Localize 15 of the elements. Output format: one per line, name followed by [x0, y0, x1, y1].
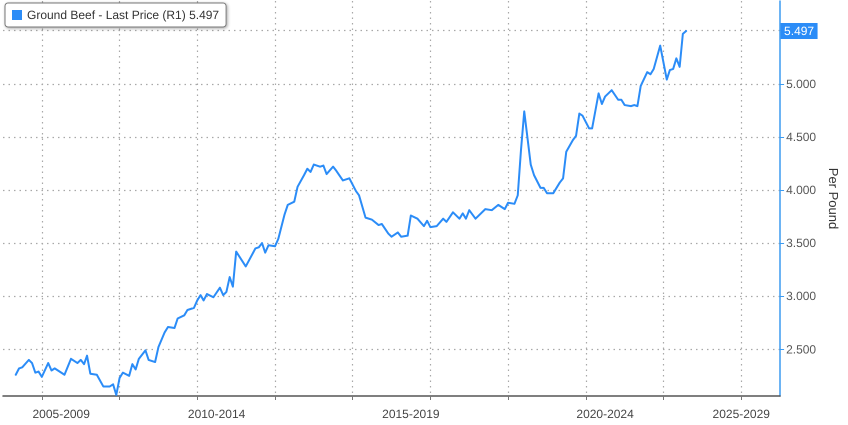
x-tick-label: 2005-2009 [32, 407, 90, 421]
y-axis-title: Per Pound [826, 168, 841, 230]
annotation: 5.497 [784, 24, 814, 38]
x-tick-label: 2025-2029 [712, 407, 770, 421]
x-tick-label: 2010-2014 [188, 407, 246, 421]
y-tick-label: 3.500 [786, 236, 816, 250]
x-tick-label: 2020-2024 [576, 407, 634, 421]
legend-label: Ground Beef - Last Price (R1) 5.497 [27, 8, 220, 22]
x-tick-label: 2015-2019 [382, 407, 440, 421]
y-tick-label: 4.500 [786, 130, 816, 144]
y-tick-label: 4.000 [786, 183, 816, 198]
y-tick-label: 5.000 [786, 76, 816, 91]
y-tick-label: 3.000 [786, 289, 816, 304]
y-tick-label: 2.500 [786, 342, 816, 356]
line-series [14, 30, 688, 396]
